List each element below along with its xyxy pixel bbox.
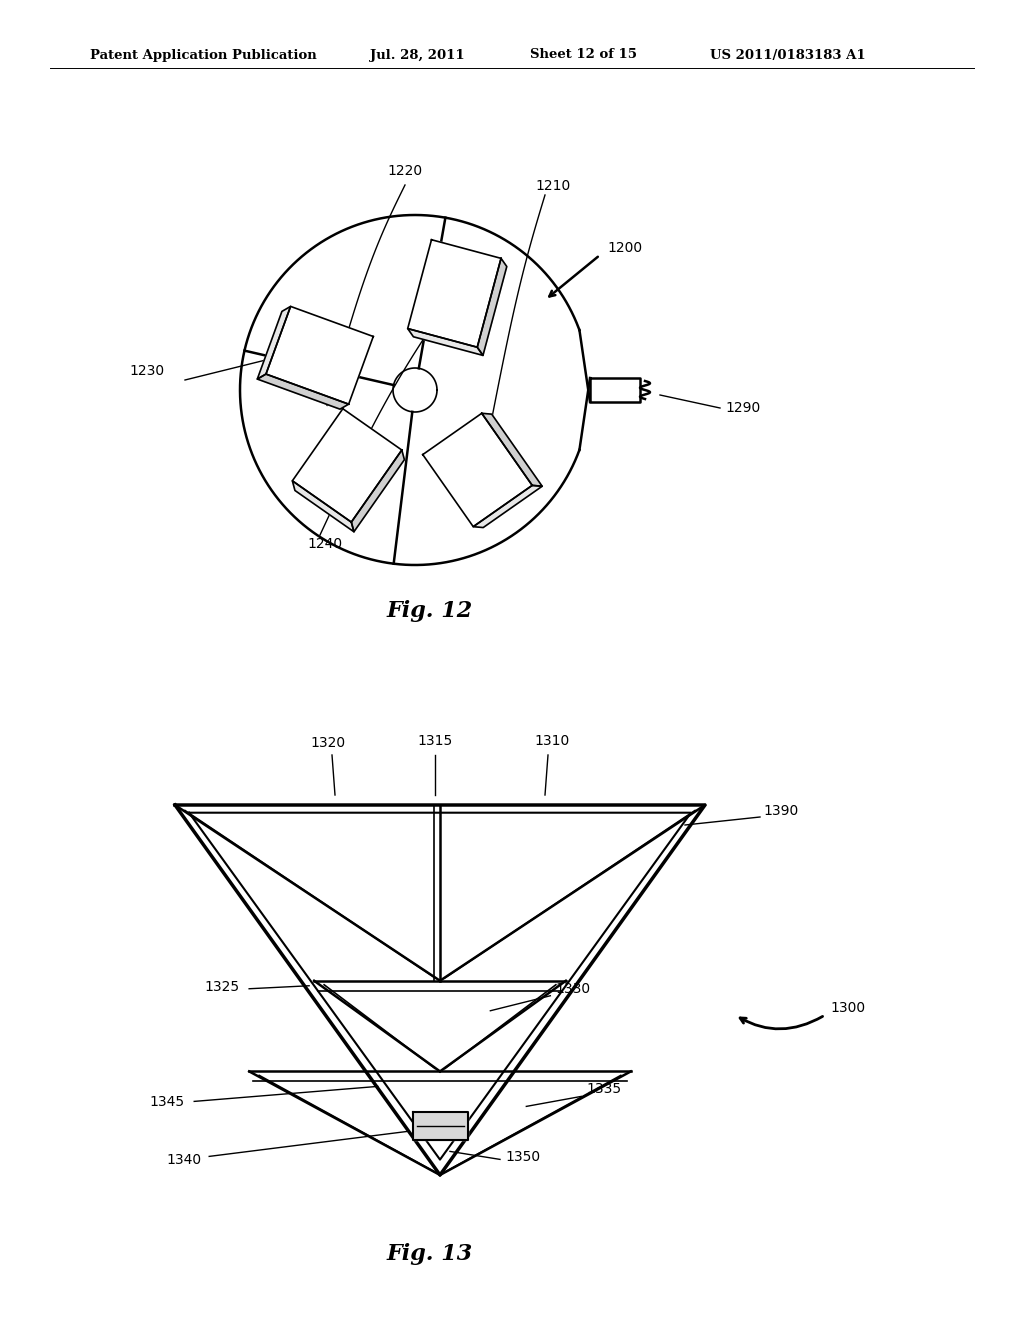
Text: Patent Application Publication: Patent Application Publication	[90, 49, 316, 62]
Text: Jul. 28, 2011: Jul. 28, 2011	[370, 49, 465, 62]
Text: 1200: 1200	[607, 242, 642, 255]
Text: 1240: 1240	[307, 537, 343, 550]
Text: Sheet 12 of 15: Sheet 12 of 15	[530, 49, 637, 62]
Text: 1320: 1320	[310, 737, 345, 750]
Text: 1345: 1345	[150, 1096, 184, 1109]
Text: 1220: 1220	[387, 164, 423, 178]
Text: 1290: 1290	[725, 401, 760, 414]
Text: 1310: 1310	[535, 734, 569, 748]
Polygon shape	[408, 240, 501, 347]
Text: 1300: 1300	[830, 1001, 865, 1015]
Polygon shape	[293, 480, 354, 532]
Text: Fig. 13: Fig. 13	[387, 1243, 473, 1265]
Text: Fig. 12: Fig. 12	[387, 601, 473, 622]
Text: 1210: 1210	[536, 180, 570, 193]
Text: 1230: 1230	[130, 364, 165, 378]
Text: 1390: 1390	[763, 804, 799, 818]
Polygon shape	[481, 413, 542, 486]
Text: 1330: 1330	[555, 982, 591, 995]
Polygon shape	[477, 259, 507, 355]
Polygon shape	[351, 450, 404, 532]
Polygon shape	[423, 413, 532, 527]
Text: 1335: 1335	[587, 1082, 622, 1097]
Text: 1340: 1340	[166, 1154, 201, 1167]
Polygon shape	[408, 329, 483, 355]
Polygon shape	[266, 306, 374, 404]
Text: 1315: 1315	[418, 734, 453, 748]
Polygon shape	[473, 486, 542, 528]
Polygon shape	[257, 374, 348, 409]
Polygon shape	[413, 1113, 468, 1140]
Polygon shape	[257, 306, 291, 379]
Polygon shape	[293, 409, 401, 523]
Text: 1350: 1350	[505, 1151, 540, 1164]
Text: US 2011/0183183 A1: US 2011/0183183 A1	[710, 49, 865, 62]
Text: 1325: 1325	[204, 979, 240, 994]
